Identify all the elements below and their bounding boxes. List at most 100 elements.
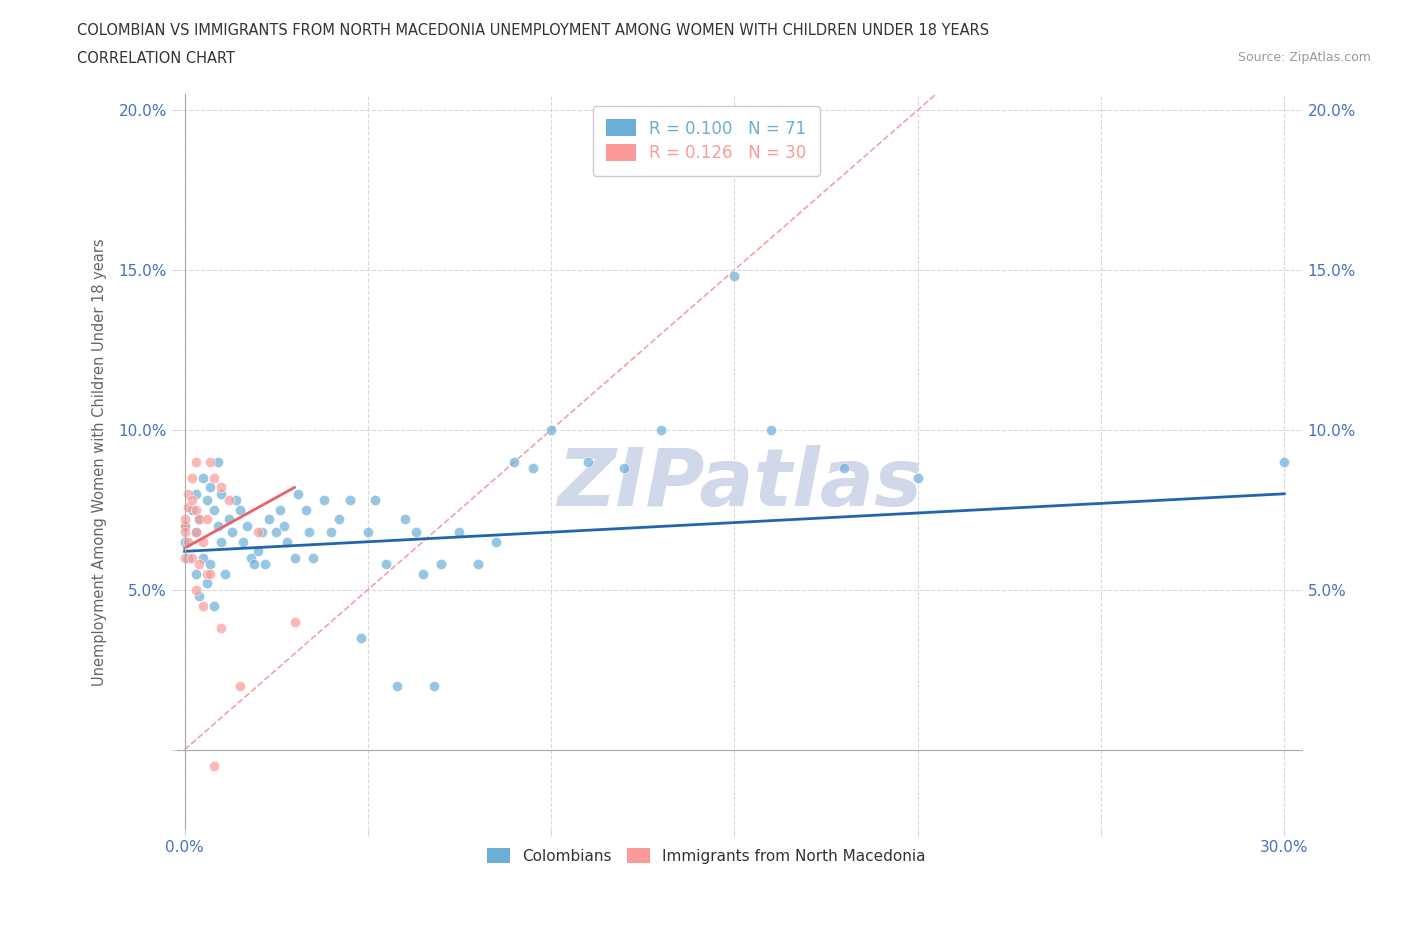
Legend: Colombians, Immigrants from North Macedonia: Colombians, Immigrants from North Macedo…	[481, 842, 932, 870]
Point	[613, 460, 636, 475]
Point	[339, 493, 361, 508]
Point	[349, 631, 371, 645]
Point	[184, 582, 207, 597]
Point	[364, 493, 387, 508]
Point	[264, 525, 287, 539]
Point	[177, 486, 200, 501]
Point	[177, 499, 200, 514]
Point	[173, 512, 195, 526]
Point	[184, 525, 207, 539]
Point	[202, 598, 225, 613]
Point	[225, 493, 247, 508]
Point	[385, 678, 408, 693]
Point	[202, 502, 225, 517]
Point	[209, 480, 232, 495]
Text: Source: ZipAtlas.com: Source: ZipAtlas.com	[1237, 51, 1371, 64]
Point	[218, 493, 240, 508]
Point	[239, 551, 262, 565]
Point	[834, 460, 856, 475]
Point	[173, 518, 195, 533]
Point	[221, 525, 243, 539]
Point	[485, 535, 508, 550]
Point	[191, 551, 214, 565]
Point	[287, 486, 309, 501]
Point	[243, 557, 266, 572]
Point	[540, 422, 562, 437]
Point	[173, 535, 195, 550]
Point	[449, 525, 471, 539]
Point	[228, 678, 250, 693]
Point	[576, 455, 599, 470]
Point	[177, 551, 200, 565]
Point	[173, 518, 195, 533]
Point	[184, 525, 207, 539]
Point	[394, 512, 416, 526]
Point	[191, 598, 214, 613]
Text: ZIPatlas: ZIPatlas	[557, 445, 922, 523]
Point	[195, 576, 218, 591]
Point	[209, 535, 232, 550]
Point	[188, 512, 211, 526]
Point	[184, 566, 207, 581]
Point	[180, 551, 202, 565]
Point	[180, 471, 202, 485]
Point	[214, 566, 236, 581]
Point	[200, 557, 222, 572]
Y-axis label: Unemployment Among Women with Children Under 18 years: Unemployment Among Women with Children U…	[93, 238, 107, 685]
Point	[218, 512, 240, 526]
Point	[269, 502, 291, 517]
Point	[207, 518, 229, 533]
Point	[522, 460, 544, 475]
Point	[276, 535, 298, 550]
Text: CORRELATION CHART: CORRELATION CHART	[77, 51, 235, 66]
Point	[195, 566, 218, 581]
Point	[188, 512, 211, 526]
Point	[503, 455, 526, 470]
Point	[202, 758, 225, 773]
Point	[188, 589, 211, 604]
Point	[430, 557, 453, 572]
Point	[202, 471, 225, 485]
Point	[177, 535, 200, 550]
Point	[200, 480, 222, 495]
Point	[200, 566, 222, 581]
Point	[759, 422, 782, 437]
Point	[257, 512, 280, 526]
Point	[294, 502, 316, 517]
Point	[907, 471, 929, 485]
Point	[650, 422, 672, 437]
Point	[254, 557, 277, 572]
Text: COLOMBIAN VS IMMIGRANTS FROM NORTH MACEDONIA UNEMPLOYMENT AMONG WOMEN WITH CHILD: COLOMBIAN VS IMMIGRANTS FROM NORTH MACED…	[77, 23, 990, 38]
Point	[723, 269, 745, 284]
Point	[246, 525, 269, 539]
Point	[467, 557, 489, 572]
Point	[184, 502, 207, 517]
Point	[180, 493, 202, 508]
Point	[375, 557, 398, 572]
Point	[321, 525, 343, 539]
Point	[302, 551, 325, 565]
Point	[200, 455, 222, 470]
Point	[283, 551, 305, 565]
Point	[184, 486, 207, 501]
Point	[191, 535, 214, 550]
Point	[412, 566, 434, 581]
Point	[232, 535, 254, 550]
Point	[188, 557, 211, 572]
Point	[228, 502, 250, 517]
Point	[1272, 455, 1295, 470]
Point	[328, 512, 350, 526]
Point	[405, 525, 427, 539]
Point	[191, 471, 214, 485]
Point	[357, 525, 380, 539]
Point	[283, 615, 305, 630]
Point	[236, 518, 259, 533]
Point	[423, 678, 446, 693]
Point	[209, 620, 232, 635]
Point	[195, 512, 218, 526]
Point	[250, 525, 273, 539]
Point	[312, 493, 335, 508]
Point	[246, 544, 269, 559]
Point	[195, 493, 218, 508]
Point	[173, 551, 195, 565]
